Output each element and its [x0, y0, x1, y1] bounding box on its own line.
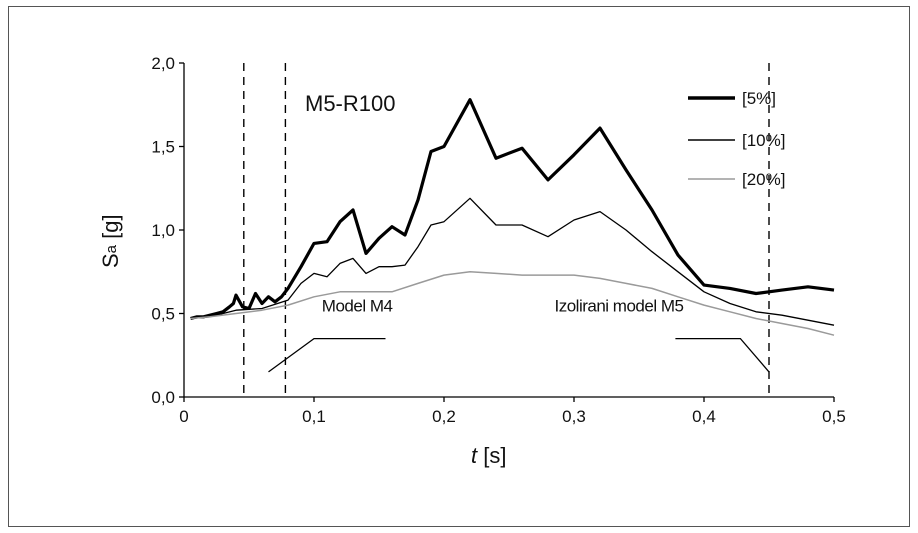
x-tick-label: 0,3	[562, 407, 586, 426]
legend: [5%] [10%] [20%]	[688, 89, 785, 189]
series-line	[190, 197, 835, 326]
annotation-leader	[268, 337, 386, 373]
chart-frame	[8, 6, 910, 527]
y-tick-label: 0,5	[151, 305, 175, 324]
x-tick-label: 0	[179, 407, 188, 426]
x-axis-label-unit: [s]	[477, 443, 506, 468]
y-axis-label-var: S	[98, 253, 123, 268]
x-tick-label: 0,4	[692, 407, 716, 426]
y-axis-label-sub: a	[103, 244, 120, 253]
x-tick-label: 0,5	[822, 407, 846, 426]
annotation-leader	[675, 337, 770, 373]
legend-label-20: [20%]	[742, 170, 785, 189]
series-line	[190, 271, 835, 336]
y-axis-label-unit: [g]	[98, 214, 123, 245]
chart-title: M5-R100	[305, 91, 395, 116]
x-axis-label: t [s]	[471, 443, 506, 468]
annotation-label: Izolirani model M5	[555, 297, 684, 316]
x-tick-label: 0,1	[302, 407, 326, 426]
legend-label-10: [10%]	[742, 131, 785, 150]
y-axis-label: Sa [g]	[98, 214, 123, 268]
y-tick-label: 1,0	[151, 221, 175, 240]
y-tick-label: 0,0	[151, 388, 175, 407]
y-tick-label: 1,5	[151, 138, 175, 157]
legend-label-5: [5%]	[742, 89, 776, 108]
x-tick-label: 0,2	[432, 407, 456, 426]
x-axis-label-var: t	[471, 443, 478, 468]
series-line	[190, 98, 835, 321]
annotation-label: Model M4	[322, 297, 393, 316]
y-tick-label: 2,0	[151, 54, 175, 73]
